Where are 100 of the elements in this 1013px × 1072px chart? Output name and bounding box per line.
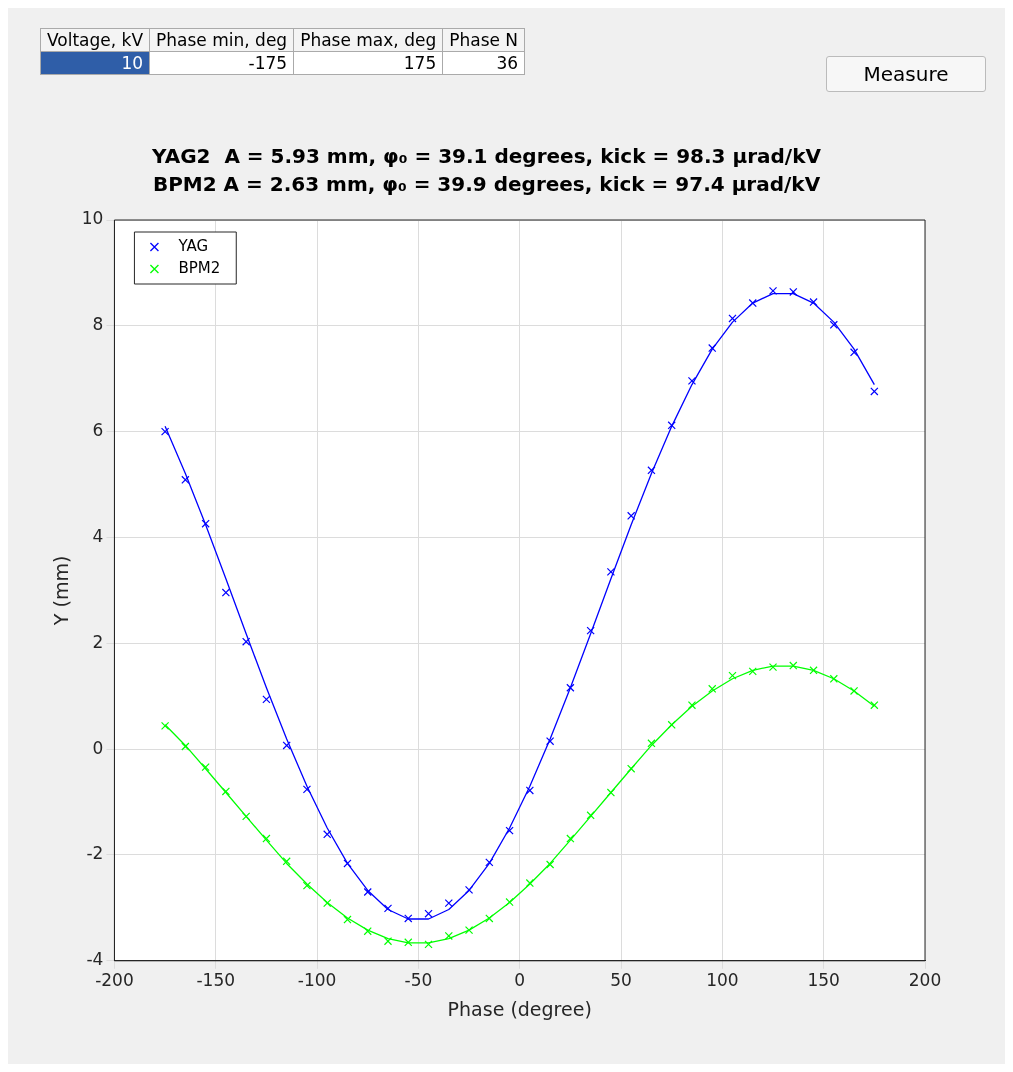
x-tick-label: -50 [404,970,433,991]
point [687,376,697,385]
point [849,348,859,357]
point [160,427,170,436]
y-tick-label: 10 [81,208,104,229]
point [870,387,879,396]
point [586,626,595,635]
y-tick-label: 6 [92,420,104,441]
point [181,475,190,484]
point [485,858,494,867]
point [545,860,555,869]
point [728,671,737,680]
point [728,314,737,323]
point [566,834,575,843]
point [282,741,291,750]
point [606,567,616,577]
point [363,887,372,897]
legend-label: YAG [177,236,209,255]
point [647,739,656,748]
y-tick-label: 8 [92,314,104,335]
point [708,684,717,693]
legend-label: BPM2 [178,258,221,277]
x-axis-title: Phase (degree) [447,997,592,1020]
x-tick-label: 100 [706,970,739,991]
point [221,588,231,597]
point [262,834,271,843]
point [829,320,838,329]
point [809,666,818,675]
point [464,925,474,935]
point [687,701,697,710]
point [444,931,453,941]
point [606,788,616,797]
point [485,914,494,923]
point [444,898,453,908]
point [849,686,859,696]
text: 36 [442,51,525,75]
point [545,737,555,746]
point [667,421,676,430]
point [464,885,474,895]
point [667,720,676,729]
point [566,683,575,692]
text: -175 [149,51,294,75]
y-axis-title: Y (mm) [50,555,73,627]
text: Phase N [442,28,525,52]
point [181,742,190,751]
point [282,857,291,866]
point [424,909,433,918]
point [424,940,433,949]
point [383,937,393,946]
point [343,859,352,868]
point [242,812,251,821]
point [242,637,251,646]
point [809,297,818,307]
point [404,914,413,923]
y-tick-label: 4 [92,525,104,546]
x-tick-label: -150 [196,970,236,991]
x-tick-label: 0 [514,970,526,991]
text: Phase min, deg [149,28,294,52]
text: Phase max, deg [293,28,443,52]
chart-title: YAG2 A = 5.93 mm, φ₀ = 39.1 degrees, kick = 98.3 μrad/kV [151,144,822,169]
point [789,287,798,297]
point [586,811,595,820]
point [302,881,312,890]
point [323,898,332,908]
point [363,927,372,936]
point [160,721,170,730]
chart-subtitle: BPM2 A = 2.63 mm, φ₀ = 39.9 degrees, kick = 97.4 μrad/kV [152,172,821,197]
point [404,938,413,947]
point [647,466,656,475]
point [262,695,271,704]
point [829,674,838,683]
point [748,667,757,676]
x-tick-label: 200 [908,970,942,991]
y-tick-label: -2 [86,843,104,864]
point [383,904,393,913]
point [627,511,636,520]
x-tick-label: -200 [95,970,134,991]
point [627,764,636,773]
point [525,786,534,795]
point [221,787,231,796]
point [323,830,332,839]
point [343,915,352,924]
point [748,298,757,308]
point [768,662,778,672]
text: Voltage, kV [40,28,150,52]
point [870,701,879,710]
y-tick-label: 0 [92,737,104,758]
text: Measure [826,56,986,92]
point [201,763,210,772]
point [505,826,514,835]
text: 175 [293,51,443,75]
point [768,286,778,296]
x-tick-label: 150 [807,970,840,991]
x-tick-label: 50 [610,970,632,991]
point [789,661,798,670]
y-tick-label: -4 [86,949,104,970]
x-tick-label: -100 [297,970,337,991]
point [525,878,534,888]
point [302,785,312,794]
point [201,519,210,528]
